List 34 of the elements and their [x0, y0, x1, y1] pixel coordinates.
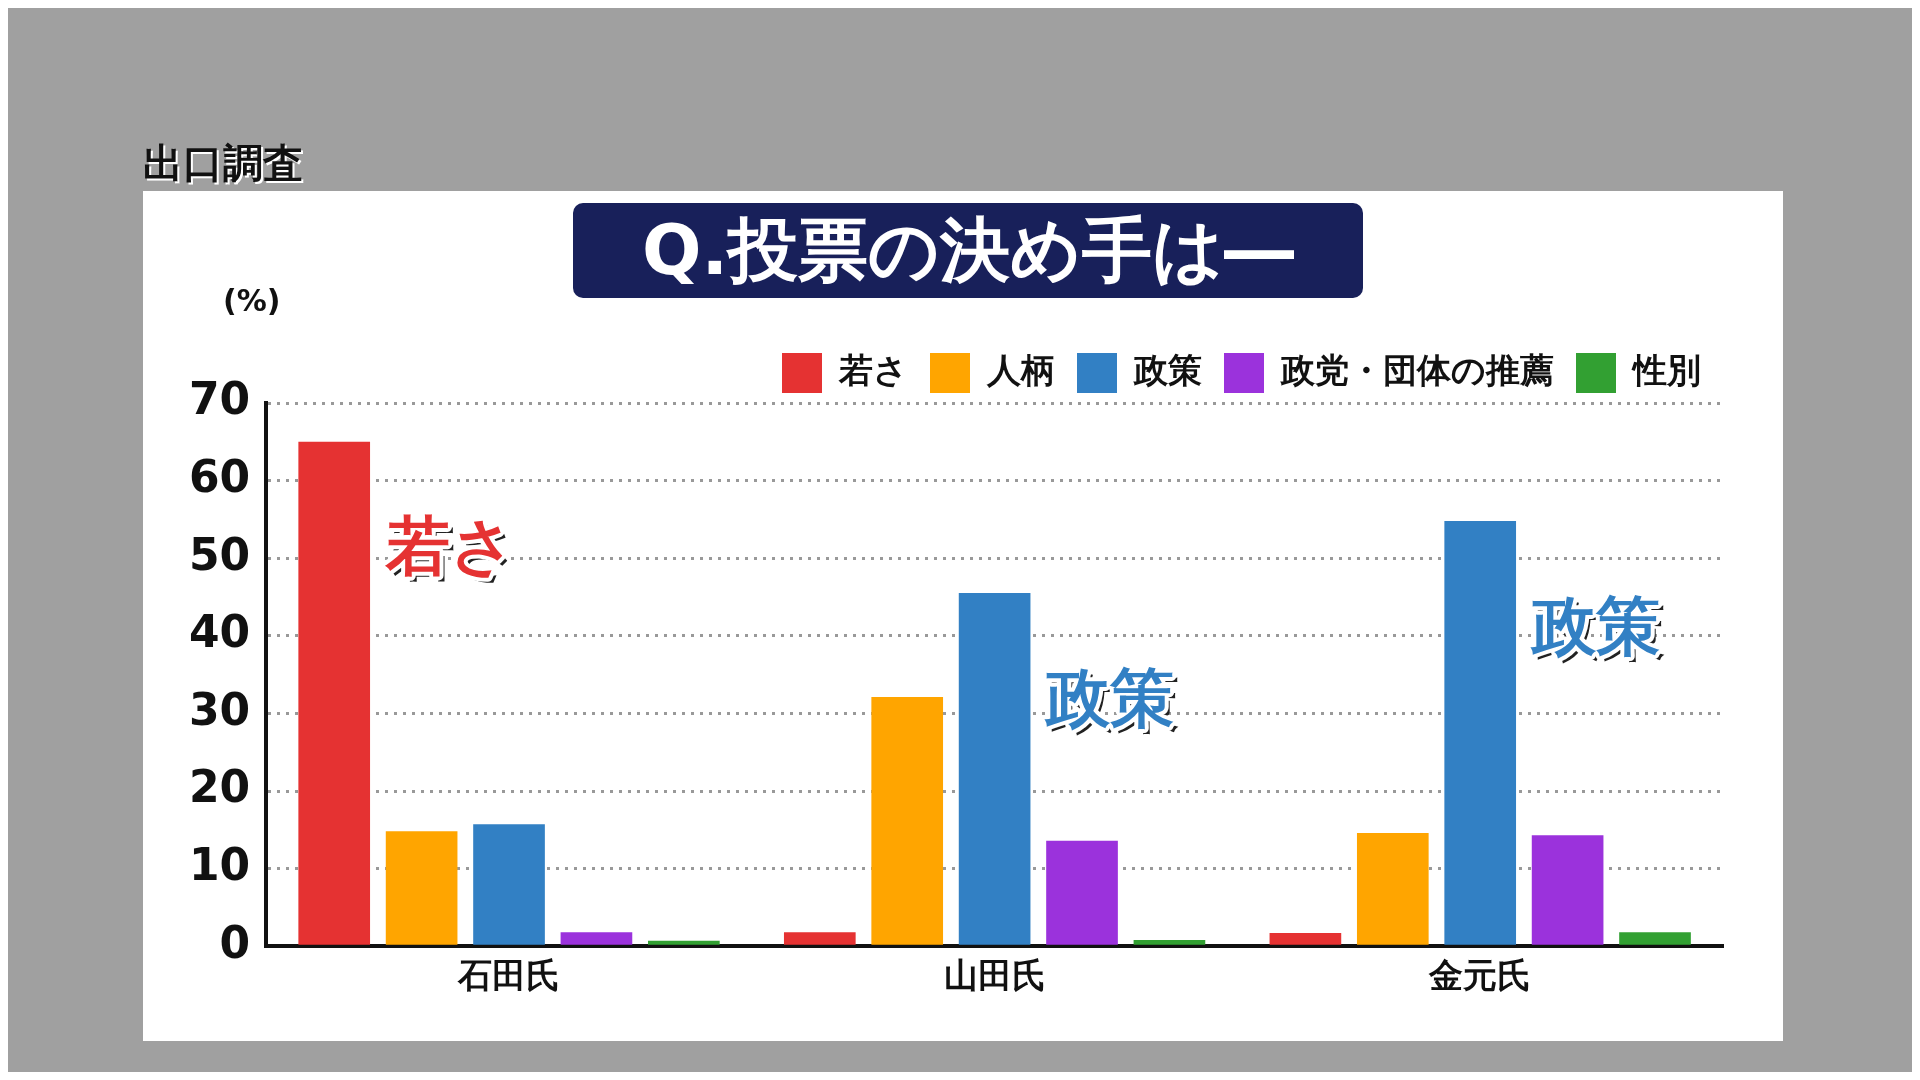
bar [298, 441, 371, 945]
bar [1619, 932, 1691, 945]
chart-subtitle: 出口調査 [143, 139, 303, 188]
y-tick-label: 10 [189, 839, 251, 891]
y-tick-label: 40 [189, 606, 251, 658]
bar [473, 824, 545, 945]
bar [1444, 520, 1517, 945]
legend-label: 若さ [838, 349, 908, 390]
bar [871, 697, 944, 945]
bar [1356, 832, 1429, 945]
y-axis-title: (%) [223, 283, 281, 318]
y-tick-label: 60 [189, 451, 251, 503]
bar [783, 932, 856, 945]
y-tick-label: 50 [189, 528, 251, 580]
chart-title: Q.投票の決め手は― [573, 203, 1363, 298]
bar [385, 831, 458, 945]
bar [1269, 933, 1342, 945]
x-tick-label: 石田氏 [457, 955, 561, 996]
y-tick-label: 70 [189, 373, 251, 425]
x-tick-label: 金元氏 [1428, 955, 1532, 996]
bar [1133, 939, 1206, 945]
bar [958, 593, 1031, 945]
legend-label: 政党・団体の推薦 [1280, 349, 1554, 390]
bar [648, 940, 720, 945]
y-tick-label: 0 [219, 916, 251, 968]
legend-label: 政策 [1133, 349, 1202, 390]
y-tick-label: 30 [189, 683, 251, 735]
legend-label: 性別 [1631, 349, 1701, 390]
bar [1531, 835, 1604, 945]
bar [560, 932, 633, 945]
legend-label: 人柄 [986, 349, 1055, 390]
y-tick-label: 20 [189, 761, 251, 813]
x-tick-label: 山田氏 [943, 955, 1046, 996]
bar [1046, 840, 1118, 945]
